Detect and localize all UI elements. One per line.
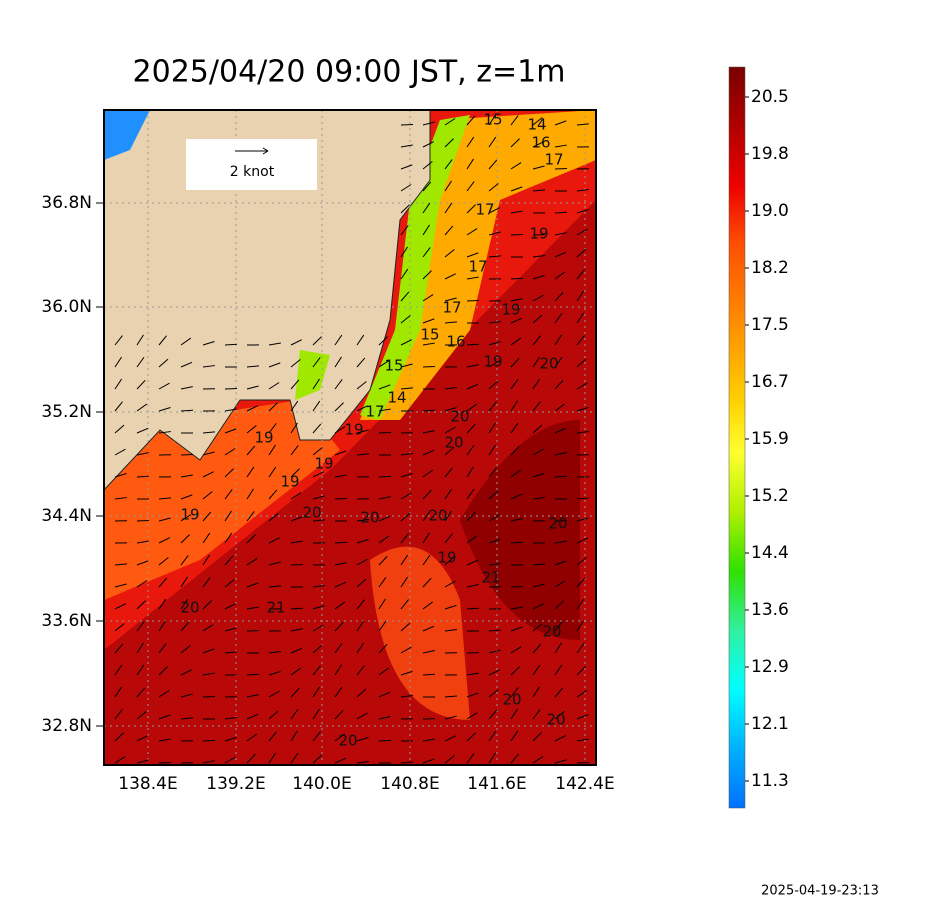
colorbar-label: 16.7: [751, 372, 789, 392]
contour-label: 20: [302, 504, 321, 522]
lat-tick-label: 34.4N: [41, 506, 92, 526]
contour-label: 17: [442, 299, 461, 317]
contour-label: 15: [384, 357, 403, 375]
colorbar-label: 19.0: [751, 201, 789, 221]
vector: [511, 278, 523, 279]
vector: [335, 542, 347, 543]
vector: [423, 410, 435, 411]
vector: [181, 410, 193, 411]
lon-tick-label: 138.4E: [118, 774, 177, 794]
contour-label: 19: [254, 429, 273, 447]
contour-label: 20: [546, 711, 565, 729]
contour-label: 20: [444, 434, 463, 452]
vector: [291, 608, 303, 609]
vector-legend: 2 knot: [230, 164, 275, 180]
lon-tick-label: 141.6E: [467, 774, 526, 794]
contour-label: 20: [502, 691, 521, 709]
contour-label: 17: [475, 201, 494, 219]
colorbar-label: 19.8: [751, 144, 789, 164]
contour-label: 17: [365, 403, 384, 421]
vector: [467, 344, 479, 345]
colorbar-label: 15.2: [751, 486, 789, 506]
colorbar-label: 12.9: [751, 657, 789, 677]
contour-label: 19: [529, 225, 548, 243]
lat-tick-label: 33.6N: [41, 611, 92, 631]
vector: [225, 344, 237, 345]
colorbar-label: 11.3: [751, 771, 789, 791]
contour-label: 21: [266, 599, 285, 617]
vector: [379, 476, 391, 477]
timestamp: 2025-04-19-23:13: [761, 884, 879, 899]
vector: [577, 762, 589, 763]
contour-label: 20: [428, 507, 447, 525]
contour-label: 20: [542, 623, 561, 641]
contour-label: 19: [280, 473, 299, 491]
contour-label: 19: [501, 301, 520, 319]
contour-label: 19: [437, 549, 456, 567]
contour-label: 16: [531, 134, 550, 152]
lat-tick-label: 36.8N: [41, 193, 92, 213]
contour-label: 14: [527, 116, 546, 134]
contour-label: 19: [344, 421, 363, 439]
lon-tick-label: 140.0E: [292, 774, 351, 794]
colorbar-label: 14.4: [751, 543, 789, 563]
colorbar-label: 15.9: [751, 429, 789, 449]
contour-label: 20: [180, 599, 199, 617]
colorbar-label: 12.1: [751, 714, 789, 734]
colorbar-label: 18.2: [751, 258, 789, 278]
lon-tick-label: 140.8E: [380, 774, 439, 794]
contour-label: 20: [450, 408, 469, 426]
contour-label: 20: [539, 355, 558, 373]
contour-label: 20: [548, 515, 567, 533]
contour-label: 20: [338, 732, 357, 750]
colorbar-label: 13.6: [751, 600, 789, 620]
contour-label: 21: [481, 569, 500, 587]
vector: [137, 476, 149, 477]
vector: [247, 674, 259, 675]
contour-label: 16: [446, 333, 465, 351]
lat-tick-label: 36.0N: [41, 297, 92, 317]
contour-label: 17: [468, 258, 487, 276]
contour-label: 15: [420, 326, 439, 344]
contour-label: 19: [483, 353, 502, 371]
contour-label: 19: [314, 455, 333, 473]
lon-tick-label: 142.4E: [555, 774, 614, 794]
title: 2025/04/20 09:00 JST, z=1m: [133, 55, 566, 90]
contour-label: 20: [360, 509, 379, 527]
contour-label: 15: [483, 111, 502, 129]
vector: [203, 740, 215, 741]
colorbar: [729, 67, 745, 808]
contour-label: 14: [387, 389, 406, 407]
lat-tick-label: 35.2N: [41, 402, 92, 422]
colorbar-label: 17.5: [751, 315, 789, 335]
lon-tick-label: 139.2E: [206, 774, 265, 794]
colorbar-label: 20.5: [751, 87, 789, 107]
contour-label: 17: [544, 151, 563, 169]
contour-label: 19: [180, 506, 199, 524]
vector: [555, 212, 567, 213]
lat-tick-label: 32.8N: [41, 716, 92, 736]
